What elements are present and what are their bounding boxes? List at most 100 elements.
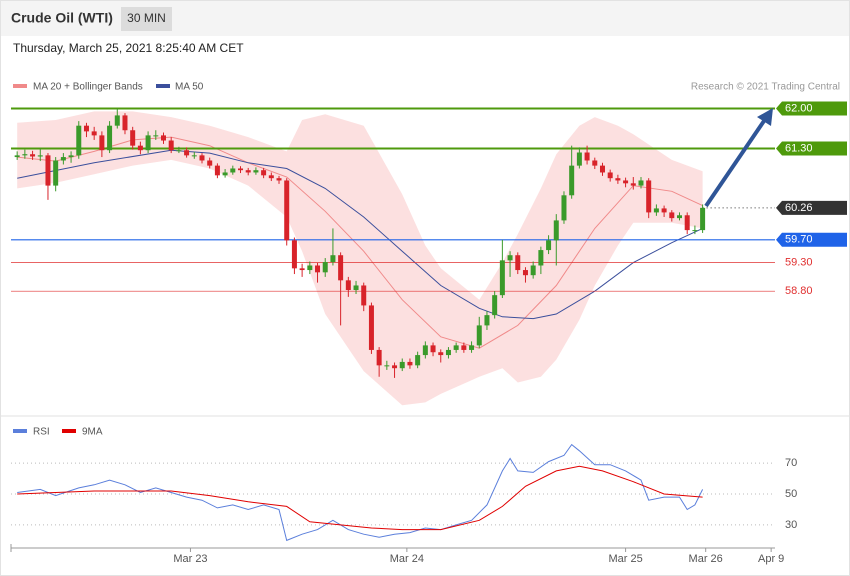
forecast-arrow — [704, 116, 768, 208]
candle-body — [160, 135, 166, 141]
forecast-arrowhead — [757, 108, 773, 126]
candle-body — [14, 155, 20, 158]
candle-body — [330, 255, 336, 263]
candle-body — [268, 175, 274, 179]
candle-body — [507, 255, 513, 261]
candle-body — [368, 305, 374, 350]
candle-body — [137, 145, 143, 151]
candle-body — [576, 152, 582, 166]
candle-body — [191, 155, 197, 157]
candle-body — [546, 240, 552, 251]
candle-body — [561, 195, 567, 221]
candle-body — [107, 125, 113, 151]
candle-body — [453, 345, 459, 350]
candle-body — [245, 170, 251, 173]
legend-label: 9MA — [82, 427, 103, 438]
candle-body — [30, 154, 36, 157]
x-tick-label: Mar 26 — [689, 553, 723, 565]
candle-body — [430, 345, 436, 353]
candle-body — [145, 135, 151, 151]
candle-body — [99, 135, 105, 151]
candle-body — [422, 345, 428, 356]
candle-body — [630, 183, 636, 186]
candle-body — [45, 155, 51, 186]
candle-body — [114, 115, 120, 126]
x-tick-label: Mar 24 — [390, 553, 424, 565]
candle-body — [68, 155, 74, 158]
level-label: 58.80 — [785, 285, 813, 297]
candle-body — [646, 180, 652, 213]
candle-body — [492, 295, 498, 316]
candle-body — [322, 262, 328, 273]
legend-label: MA 20 + Bollinger Bands — [33, 82, 143, 93]
candle-body — [638, 180, 644, 186]
candle-body — [661, 208, 667, 213]
candle-body — [261, 170, 267, 176]
series-line — [17, 443, 704, 542]
candle-body — [538, 250, 544, 266]
level-label: 62.00 — [785, 102, 813, 114]
candle-body — [230, 168, 236, 173]
candle-body — [353, 285, 359, 291]
candle-body — [214, 165, 220, 176]
candle-body — [207, 160, 213, 166]
level-tag — [776, 101, 847, 116]
candle-body — [238, 168, 244, 171]
legend-label: MA 50 — [175, 82, 204, 93]
candle-body — [307, 265, 313, 271]
candle-body — [361, 285, 367, 306]
candle-body — [553, 220, 559, 241]
y-tick-label: 70 — [785, 457, 797, 469]
candle-body — [91, 131, 97, 136]
level-label: 61.30 — [785, 142, 813, 154]
candle-body — [484, 315, 490, 326]
level-label: 59.70 — [785, 234, 813, 246]
candle-body — [153, 135, 159, 137]
level-tag — [776, 232, 847, 247]
candle-body — [476, 325, 482, 346]
candle-body — [384, 365, 390, 367]
candle-body — [176, 150, 182, 152]
candle-body — [700, 207, 706, 231]
candle-body — [677, 215, 682, 219]
candle-body — [392, 365, 398, 369]
legend-swatch — [156, 84, 170, 88]
candle-body — [530, 265, 536, 276]
timestamp: Thursday, March 25, 2021 8:25:40 AM CET — [13, 41, 244, 55]
candle-body — [399, 361, 405, 369]
legend-swatch — [62, 429, 76, 433]
candle-body — [569, 165, 575, 196]
candle-body — [345, 280, 351, 291]
candle-body — [415, 355, 421, 366]
candle-body — [407, 361, 413, 366]
candle-body — [291, 240, 297, 269]
candle-body — [592, 160, 598, 166]
candle-body — [22, 154, 28, 156]
candle-body — [445, 349, 451, 356]
candle-body — [76, 125, 82, 156]
price-panel: 62.00 61.30 60.26 59.70 59.30 58.80 — [11, 101, 847, 406]
candle-body — [37, 155, 43, 157]
series-line — [17, 465, 703, 531]
candle-body — [338, 255, 344, 281]
bollinger-band — [17, 111, 703, 406]
x-tick-label: Mar 23 — [173, 553, 207, 565]
instrument-title: Crude Oil (WTI) — [11, 10, 113, 26]
interval-badge[interactable] — [121, 7, 172, 31]
y-tick-label: 30 — [785, 519, 797, 531]
candle-body — [469, 345, 475, 350]
x-tick-label: Mar 25 — [608, 553, 642, 565]
candle-body — [653, 208, 659, 213]
candle-body — [623, 180, 629, 184]
legend-swatch — [13, 84, 27, 88]
level-label: 60.26 — [785, 202, 813, 214]
interval-label: 30 MIN — [127, 11, 166, 25]
level-tag — [776, 200, 847, 215]
candle-body — [669, 212, 675, 219]
candle-body — [376, 349, 382, 366]
series-line — [17, 149, 703, 320]
candle-body — [599, 165, 605, 173]
rsi-panel: 30 50 70 Mar 23 Mar 24 Mar 25 Mar 26 Apr 9 — [10, 443, 797, 565]
candle-body — [299, 268, 305, 271]
